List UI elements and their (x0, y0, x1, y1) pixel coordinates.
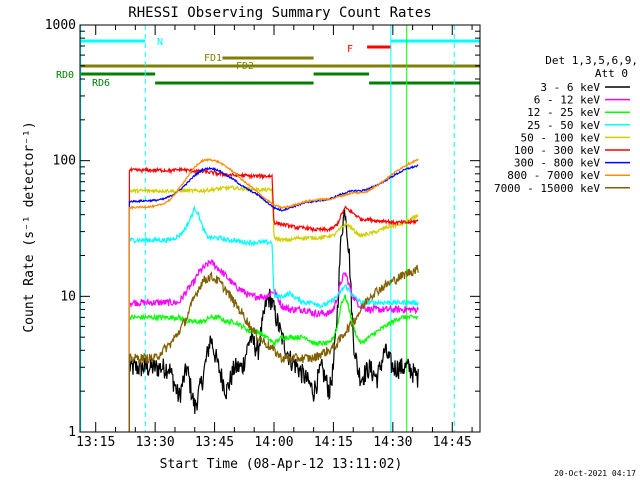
y-tick-label: 1 (68, 425, 76, 440)
x-tick-label: 14:15 (314, 435, 353, 450)
series-group (128, 158, 419, 432)
flag-fd1-label: FD1 (204, 53, 222, 64)
legend-title-line-1: Det 1,3,5,6,9, (545, 54, 638, 67)
plot-frame (79, 24, 481, 433)
flag-rd6-label: RD6 (92, 78, 110, 89)
series-line-0 (128, 209, 419, 432)
y-tick-label: 10 (60, 289, 76, 304)
series-line-5 (128, 166, 419, 432)
series-line-1 (128, 259, 419, 432)
legend-entry-label-8: 7000 - 15000 keV (494, 182, 600, 195)
series-line-7 (128, 158, 419, 432)
series-line-3 (128, 204, 419, 432)
x-axis-label: Start Time (08-Apr-12 13:11:02) (160, 457, 403, 472)
legend-entry-label-4: 50 - 100 keV (521, 131, 601, 144)
series-line-2 (128, 294, 419, 432)
legend-title-line-2: Att 0 (595, 67, 628, 80)
timestamp: 20-Oct-2021 04:17 (554, 469, 636, 478)
legend-entry-label-7: 800 - 7000 keV (507, 169, 600, 182)
x-tick-label: 13:30 (136, 435, 175, 450)
legend-entry-label-6: 300 - 800 keV (514, 157, 600, 170)
legend-entry-label-3: 25 - 50 keV (527, 119, 600, 132)
y-tick-label: 1000 (45, 18, 76, 33)
legend-entry-label-1: 6 - 12 keV (534, 94, 601, 107)
series-line-8 (128, 264, 419, 432)
x-tick-label: 14:30 (373, 435, 412, 450)
flag-rd0-label: RD0 (56, 70, 74, 81)
flag-fd2-label: FD2 (236, 61, 254, 72)
y-axis-label: Count Rate (s⁻¹ detector⁻¹) (22, 121, 37, 332)
y-tick-label: 100 (53, 154, 76, 169)
flag-f-label: F (347, 44, 353, 55)
legend-entry-label-5: 100 - 300 keV (514, 144, 600, 157)
x-tick-label: 13:45 (195, 435, 234, 450)
flag-n-label: N (157, 37, 163, 48)
x-tick-label: 14:45 (433, 435, 472, 450)
x-tick-label: 13:15 (76, 435, 115, 450)
legend-entry-label-2: 12 - 25 keV (527, 106, 600, 119)
x-tick-label: 14:00 (254, 435, 293, 450)
chart-title: RHESSI Observing Summary Count Rates (128, 5, 431, 21)
flag-bars: N F FD1 FD2 RD0 RD6 (56, 37, 480, 89)
legend-entry-label-0: 3 - 6 keV (540, 81, 600, 94)
axes: 1 10 100 1000 13:15 13:30 13:45 14:00 14:15 14:30… (45, 18, 481, 450)
